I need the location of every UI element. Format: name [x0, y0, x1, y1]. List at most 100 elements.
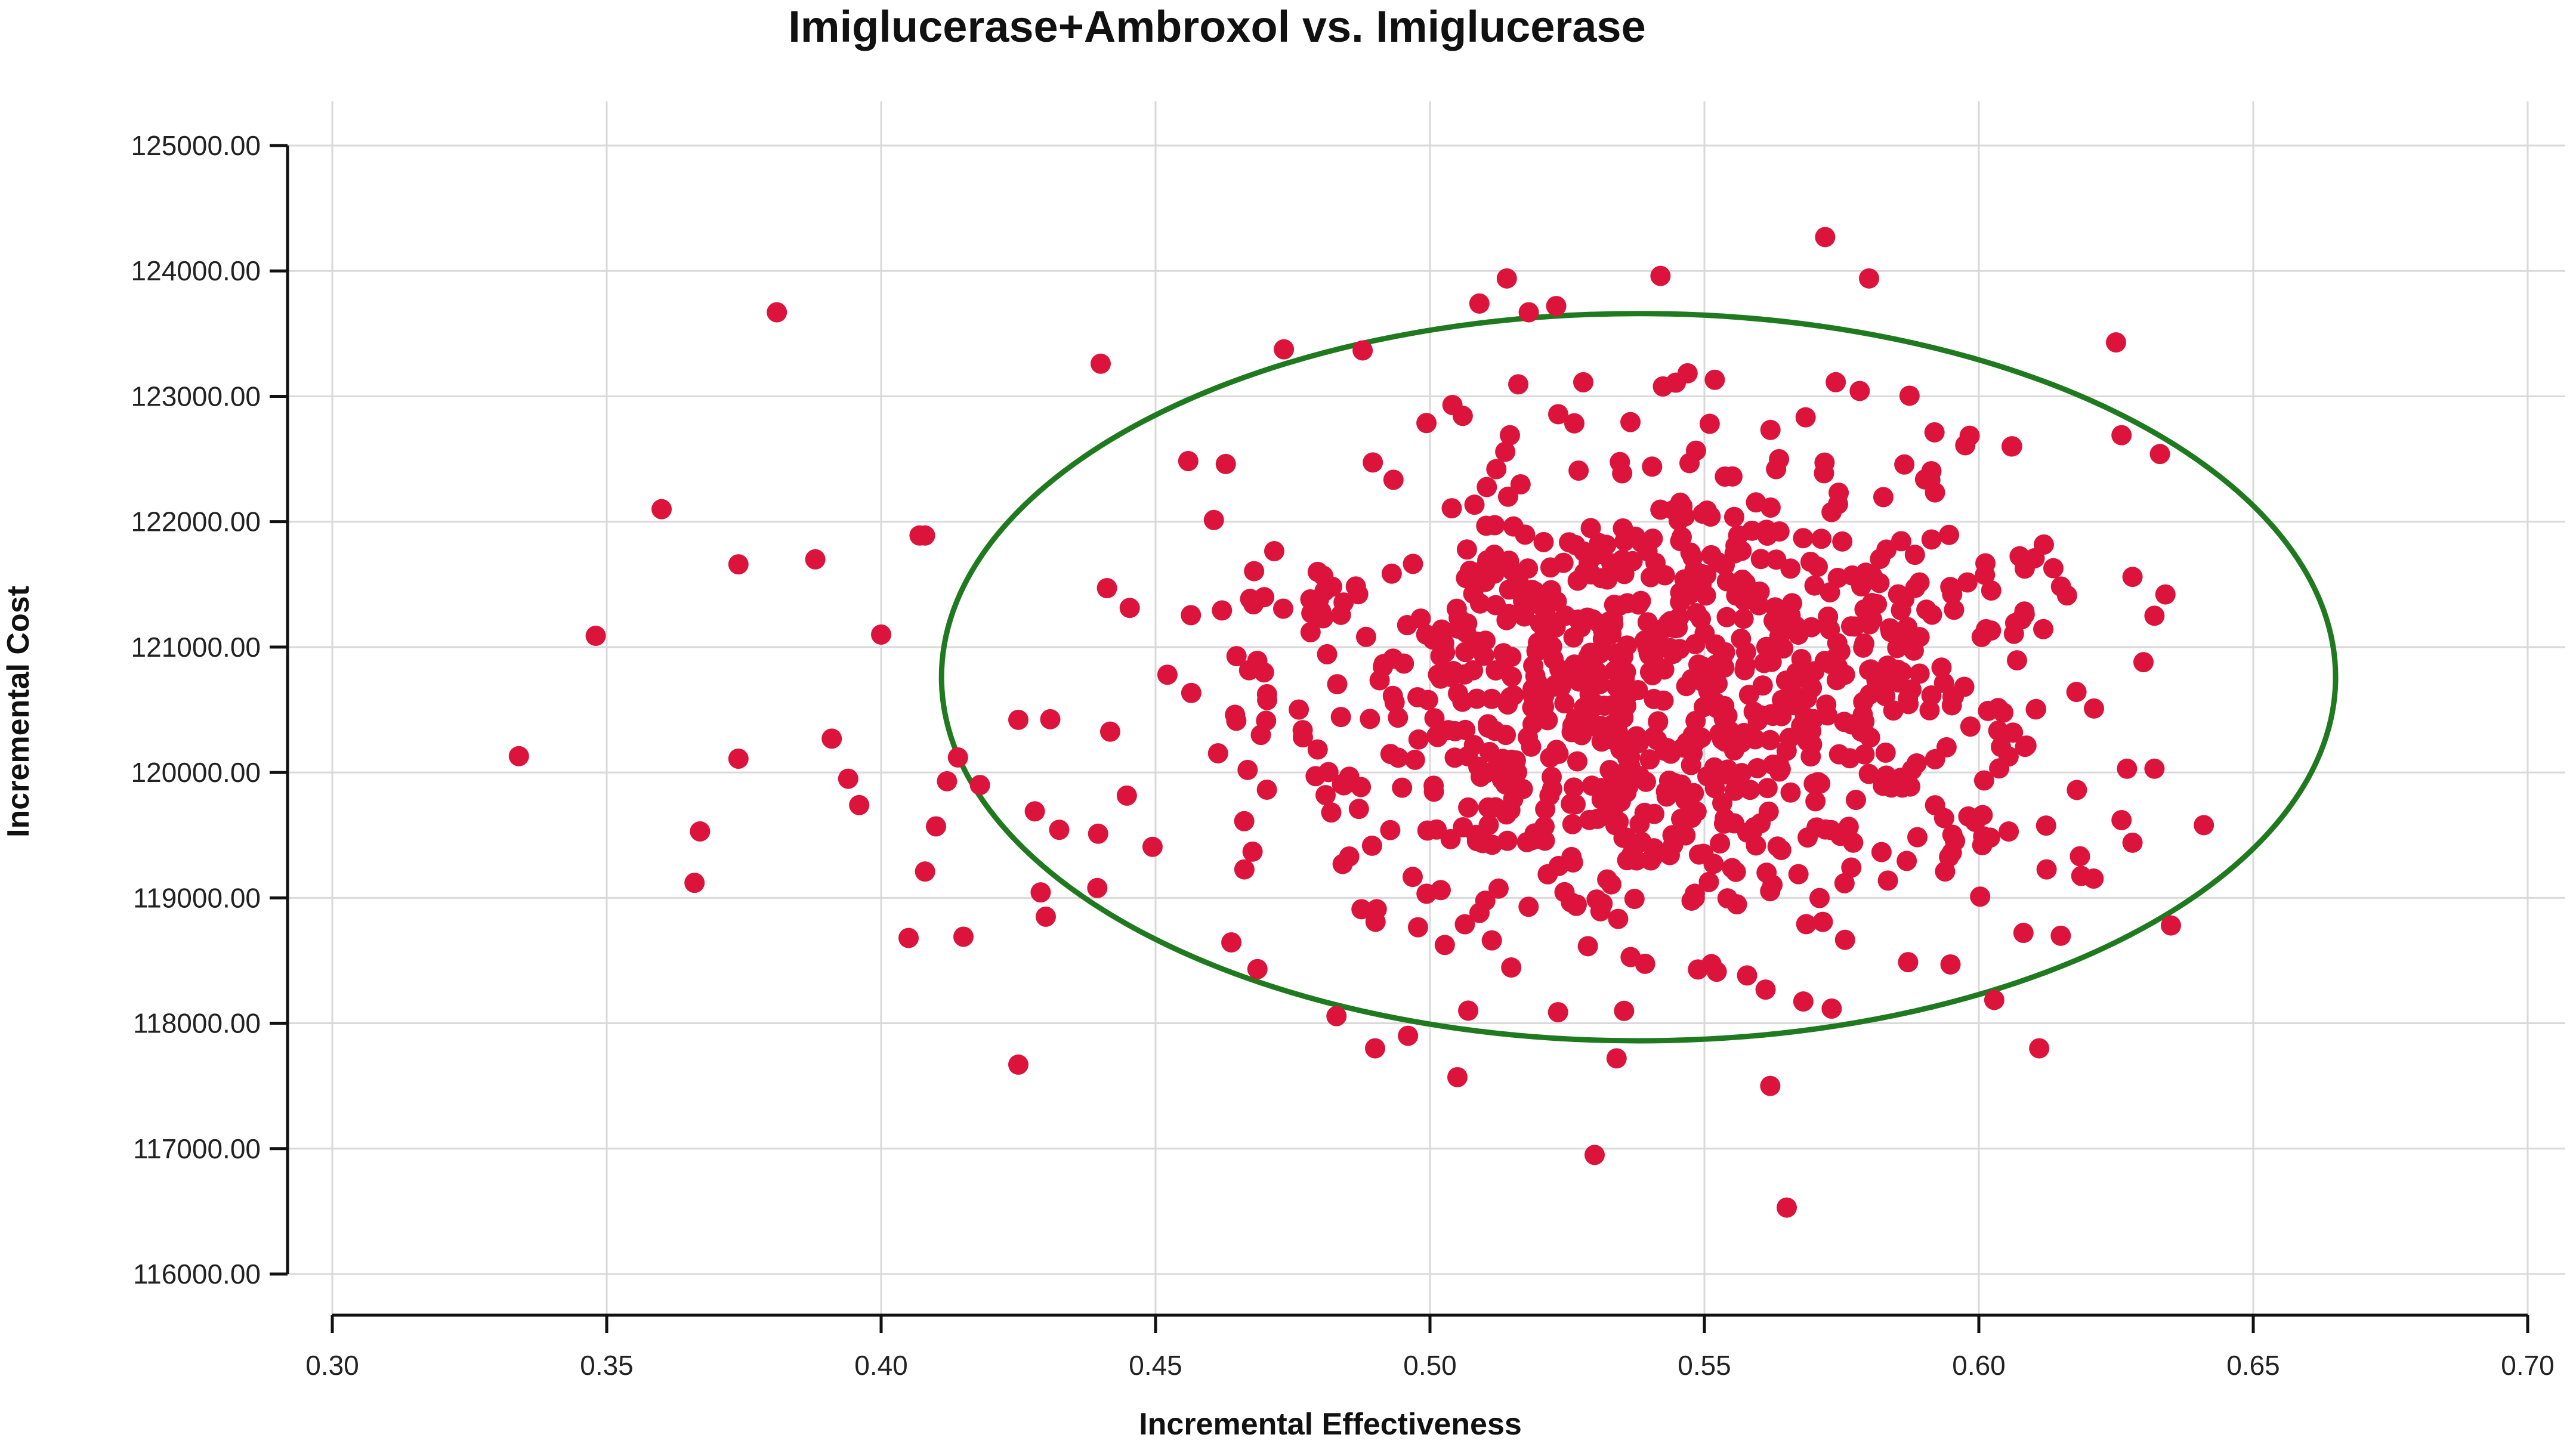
- data-point: [1503, 516, 1524, 537]
- data-point: [1745, 729, 1766, 750]
- data-point: [1877, 870, 1898, 891]
- data-point: [1645, 633, 1666, 654]
- data-point: [1800, 551, 1821, 572]
- x-tick-label: 0.35: [580, 1350, 634, 1381]
- data-point: [1940, 954, 1961, 975]
- data-point: [2084, 698, 2105, 719]
- data-point: [1925, 749, 1945, 769]
- data-point: [1749, 595, 1769, 616]
- data-point: [1474, 645, 1494, 666]
- data-point: [1760, 729, 1781, 750]
- data-point: [1859, 268, 1879, 289]
- data-point: [1116, 785, 1137, 806]
- data-point: [2036, 815, 2056, 836]
- data-point: [1292, 727, 1313, 748]
- data-point: [1119, 598, 1140, 619]
- data-point: [1408, 729, 1429, 750]
- data-point: [1803, 773, 1824, 794]
- data-point: [1614, 1000, 1635, 1021]
- data-point: [1619, 683, 1639, 704]
- data-point: [1684, 888, 1705, 908]
- data-point: [1327, 674, 1348, 695]
- data-point: [690, 821, 711, 842]
- data-point: [1747, 757, 1768, 778]
- data-point: [2194, 815, 2214, 836]
- data-point: [1671, 527, 1692, 548]
- data-point: [1767, 836, 1788, 857]
- data-point: [1502, 666, 1522, 687]
- data-point: [2117, 758, 2138, 779]
- data-point: [1855, 562, 1876, 583]
- data-point: [1024, 801, 1045, 822]
- data-point: [1464, 494, 1485, 515]
- data-point: [1775, 670, 1796, 691]
- data-point: [1666, 372, 1687, 393]
- data-point: [1626, 850, 1647, 871]
- data-point: [1993, 702, 2014, 723]
- data-point: [1456, 539, 1477, 560]
- data-point: [1488, 878, 1509, 899]
- data-point: [1522, 714, 1543, 735]
- data-point: [1795, 407, 1816, 428]
- data-point: [1351, 777, 1372, 797]
- data-point: [1606, 1048, 1627, 1069]
- data-point: [1758, 801, 1779, 822]
- data-point: [1404, 749, 1425, 770]
- data-point: [1716, 607, 1737, 627]
- data-point: [1715, 642, 1735, 663]
- data-point: [1313, 608, 1334, 629]
- data-point: [1521, 736, 1542, 757]
- data-point: [2033, 619, 2054, 639]
- data-point: [969, 775, 990, 796]
- data-point: [1554, 693, 1575, 714]
- data-point: [1352, 340, 1373, 361]
- data-point: [1215, 453, 1236, 474]
- data-point: [1435, 642, 1456, 663]
- data-point: [1426, 819, 1447, 840]
- data-point: [1332, 774, 1352, 794]
- x-tick-label: 0.70: [2501, 1350, 2555, 1381]
- data-point: [1454, 914, 1475, 935]
- data-point: [1221, 932, 1242, 953]
- data-point: [1670, 592, 1691, 613]
- data-point: [1040, 709, 1061, 729]
- data-point: [585, 625, 606, 646]
- data-point: [1289, 699, 1309, 720]
- data-point: [2133, 652, 2154, 673]
- data-point: [2111, 425, 2132, 446]
- data-point: [728, 748, 749, 769]
- data-point: [1921, 685, 1942, 706]
- x-tick-label: 0.65: [2226, 1350, 2280, 1381]
- data-point: [1732, 569, 1753, 590]
- data-point: [1256, 779, 1277, 800]
- data-point: [1675, 790, 1696, 811]
- data-point: [1731, 763, 1752, 784]
- x-tick-label: 0.45: [1129, 1350, 1182, 1381]
- data-point: [1933, 808, 1954, 828]
- data-point: [1584, 1145, 1605, 1165]
- data-point: [1955, 435, 1976, 456]
- data-point: [1973, 826, 1994, 847]
- data-point: [1639, 749, 1660, 770]
- data-point: [1788, 864, 1809, 885]
- data-point: [1317, 644, 1338, 664]
- data-point: [1900, 776, 1921, 797]
- data-point: [1608, 908, 1629, 929]
- data-point: [821, 728, 842, 749]
- data-point: [849, 794, 870, 815]
- data-point: [2015, 737, 2036, 757]
- confidence-ellipse: [938, 311, 2339, 1044]
- data-point: [1428, 664, 1448, 685]
- data-point: [1361, 835, 1382, 856]
- scatter-points: [508, 227, 2214, 1218]
- data-point: [1087, 877, 1108, 898]
- data-point: [1676, 732, 1697, 753]
- data-point: [1573, 372, 1593, 392]
- data-point: [1617, 635, 1638, 656]
- data-point: [1684, 560, 1705, 581]
- data-point: [1514, 606, 1535, 627]
- data-point: [1380, 744, 1401, 765]
- data-point: [1534, 830, 1555, 851]
- data-point: [1518, 302, 1539, 323]
